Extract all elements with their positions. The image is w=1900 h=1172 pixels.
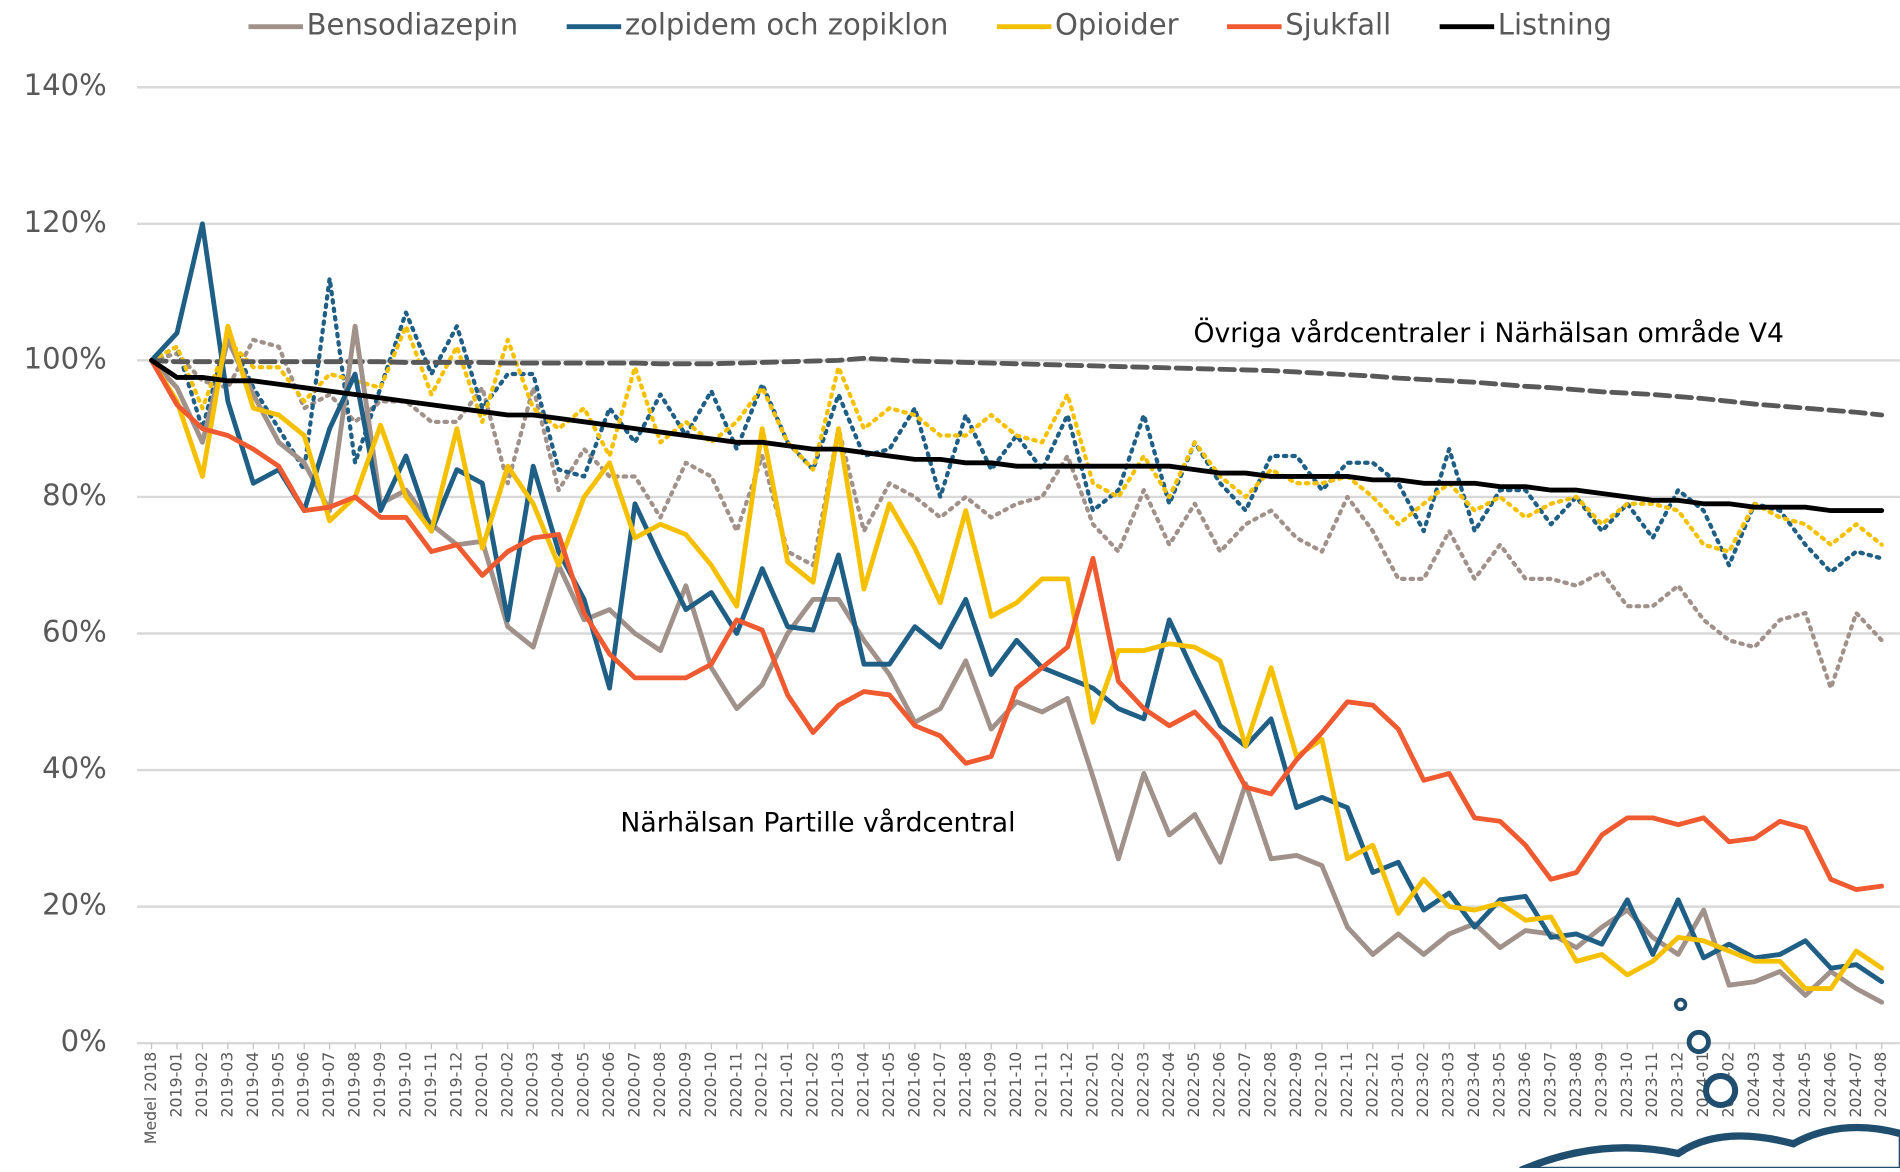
- x-tick-label: 2022-11: [1337, 1052, 1356, 1118]
- x-tick-label: 2023-07: [1540, 1052, 1559, 1118]
- x-tick-label: 2020-02: [497, 1052, 516, 1118]
- x-tick-label: 2024-03: [1744, 1052, 1763, 1118]
- bubble-dot: [1689, 1032, 1708, 1051]
- x-tick-label: 2021-06: [904, 1052, 923, 1118]
- x-tick-label: 2020-03: [523, 1052, 542, 1118]
- legend-label: Opioider: [1055, 8, 1179, 42]
- x-tick-label: 2020-05: [574, 1052, 593, 1118]
- bubble-dot: [1676, 1000, 1686, 1010]
- x-tick-label: 2022-05: [1184, 1052, 1203, 1118]
- x-tick-label: 2019-02: [192, 1052, 211, 1118]
- x-tick-label: 2023-01: [1388, 1052, 1407, 1118]
- x-tick-label: 2019-08: [345, 1052, 364, 1118]
- x-tick-label: 2021-01: [777, 1052, 796, 1118]
- x-tick-label: 2019-04: [243, 1052, 262, 1118]
- y-tick-label: 20%: [42, 888, 107, 922]
- x-tick-label: 2021-09: [981, 1052, 1000, 1118]
- x-tick-label: 2022-09: [1286, 1052, 1305, 1118]
- x-tick-label: 2021-10: [1006, 1052, 1025, 1118]
- y-tick-label: 120%: [24, 205, 107, 239]
- x-tick-label: 2020-10: [701, 1052, 720, 1118]
- x-tick-label: 2019-05: [268, 1052, 287, 1118]
- x-tick-label: 2019-11: [421, 1052, 440, 1118]
- x-tick-label: 2019-10: [395, 1052, 414, 1118]
- x-tick-label: 2020-08: [650, 1052, 669, 1118]
- x-tick-label: 2021-12: [1057, 1052, 1076, 1118]
- x-tick-label: 2023-11: [1642, 1052, 1661, 1118]
- x-tick-label: 2023-02: [1413, 1052, 1432, 1118]
- x-tick-label: 2024-05: [1795, 1052, 1814, 1118]
- x-tick-label: 2019-01: [166, 1052, 185, 1118]
- x-tick-label: 2023-03: [1439, 1052, 1458, 1118]
- legend-label: zolpidem och zopiklon: [625, 8, 949, 42]
- x-tick-label: 2020-11: [726, 1052, 745, 1118]
- x-tick-label: 2021-05: [879, 1052, 898, 1118]
- x-tick-label: 2023-04: [1464, 1052, 1483, 1118]
- x-tick-label: 2021-07: [930, 1052, 949, 1118]
- x-tick-label: 2022-07: [1235, 1052, 1254, 1118]
- legend-label: Listning: [1498, 8, 1612, 42]
- x-tick-label: 2024-06: [1820, 1052, 1839, 1118]
- x-tick-label: 2023-05: [1490, 1052, 1509, 1118]
- x-tick-label: 2023-10: [1617, 1052, 1636, 1118]
- chart: 0% 20% 40% 60% 80% 100% 120% 140% Medel 2018 2019…: [0, 0, 1900, 1168]
- x-tick-label: 2020-09: [675, 1052, 694, 1118]
- x-tick-label: 2023-08: [1566, 1052, 1585, 1118]
- x-tick-label: 2022-01: [1082, 1052, 1101, 1118]
- x-tick-label: 2022-10: [1311, 1052, 1330, 1118]
- x-tick-label: 2020-06: [599, 1052, 618, 1118]
- x-tick-label: 2019-03: [217, 1052, 236, 1118]
- legend-label: Sjukfall: [1285, 8, 1391, 42]
- x-tick-label: 2021-02: [803, 1052, 822, 1118]
- x-tick-label: 2020-07: [624, 1052, 643, 1118]
- x-tick-label: Medel 2018: [141, 1052, 160, 1144]
- y-tick-label: 60%: [42, 615, 107, 649]
- y-tick-label: 40%: [42, 751, 107, 785]
- y-tick-label: 80%: [42, 478, 107, 512]
- x-tick-label: 2019-07: [319, 1052, 338, 1118]
- x-tick-label: 2021-11: [1032, 1052, 1051, 1118]
- x-tick-label: 2020-12: [752, 1052, 771, 1118]
- x-tick-label: 2019-12: [446, 1052, 465, 1118]
- x-tick-label: 2021-03: [828, 1052, 847, 1118]
- y-tick-label: 0%: [61, 1024, 107, 1058]
- y-tick-label: 140%: [24, 68, 107, 102]
- x-tick-label: 2021-04: [853, 1052, 872, 1118]
- x-tick-label: 2019-09: [370, 1052, 389, 1118]
- x-tick-label: 2023-12: [1668, 1052, 1687, 1118]
- x-tick-label: 2024-04: [1769, 1052, 1788, 1118]
- x-tick-label: 2024-08: [1871, 1052, 1890, 1118]
- x-tick-label: 2022-02: [1108, 1052, 1127, 1118]
- x-tick-label: 2020-04: [548, 1052, 567, 1118]
- x-tick-label: 2022-06: [1210, 1052, 1229, 1118]
- x-tick-label: 2024-07: [1846, 1052, 1865, 1118]
- x-tick-label: 2023-06: [1515, 1052, 1534, 1118]
- legend-label: Bensodiazepin: [307, 8, 519, 42]
- x-tick-label: 2022-08: [1261, 1052, 1280, 1118]
- x-tick-label: 2022-03: [1133, 1052, 1152, 1118]
- x-tick-label: 2020-01: [472, 1052, 491, 1118]
- annotation: Övriga vårdcentraler i Närhälsan område …: [1194, 317, 1784, 349]
- x-tick-label: 2022-04: [1159, 1052, 1178, 1118]
- x-tick-label: 2023-09: [1591, 1052, 1610, 1118]
- background: [0, 0, 1900, 1168]
- x-tick-label: 2019-06: [294, 1052, 313, 1118]
- x-tick-label: 2022-12: [1362, 1052, 1381, 1118]
- y-tick-label: 100%: [24, 341, 107, 375]
- annotation: Närhälsan Partille vårdcentral: [620, 807, 1015, 838]
- bubble-dot: [1706, 1076, 1735, 1105]
- x-tick-label: 2021-08: [955, 1052, 974, 1118]
